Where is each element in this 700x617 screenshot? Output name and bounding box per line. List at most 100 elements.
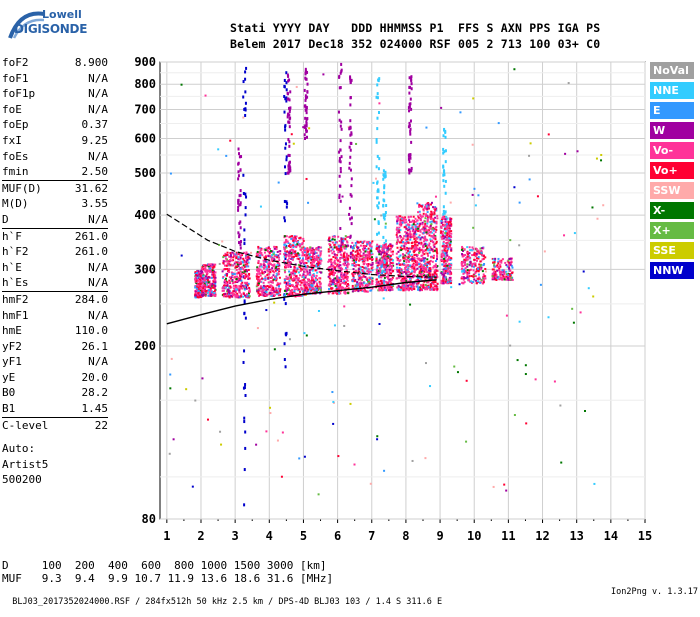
trace-point [504,262,506,264]
trace-point [408,289,410,291]
trace-point [244,266,246,268]
trace-point [225,282,227,284]
trace-point [357,247,359,249]
trace-point [292,259,294,261]
trace-point [316,289,318,291]
scatter-point [291,133,293,135]
trace-point [379,269,381,271]
trace-point [318,277,320,279]
trace-column-point [377,196,379,199]
trace-point [340,249,342,251]
trace-point [359,284,361,286]
trace-point [236,261,238,263]
trace-point [423,213,425,215]
trace-point [363,290,365,292]
trace-column-point [244,431,246,434]
trace-point [273,259,275,261]
trace-point [376,278,378,280]
trace-point [299,280,301,282]
trace-point [258,271,260,273]
trace-point [477,250,479,252]
trace-column-point [289,117,291,120]
trace-point [445,257,447,259]
trace-point [260,285,262,287]
trace-point [210,263,212,265]
trace-column-point [349,162,351,165]
y-tick-label: 200 [134,339,156,353]
trace-point [402,238,404,240]
trace-point [436,250,438,252]
trace-point [418,252,420,254]
trace-point [341,268,343,270]
trace-point [340,254,342,256]
trace-column-point [306,91,308,94]
trace-point [427,255,429,257]
trace-column-point [244,386,246,389]
x-tick-label: 2 [197,529,204,543]
trace-point [296,240,298,242]
trace-point [398,256,400,258]
trace-column-point [383,186,385,189]
trace-point [389,249,391,251]
trace-column-point [409,153,411,156]
trace-point [412,230,414,232]
trace-point [318,287,320,289]
trace-point [224,265,226,267]
trace-column-point [339,227,341,230]
trace-point [275,291,277,293]
trace-point [461,253,463,255]
trace-point [399,264,401,266]
trace-point [386,253,388,255]
trace-point [244,289,246,291]
trace-column-point [240,194,242,197]
trace-point [389,264,391,266]
trace-point [313,265,315,267]
trace-point [344,238,346,240]
trace-column-point [306,106,308,109]
trace-point [426,263,428,265]
trace-point [461,270,463,272]
trace-point [295,271,297,273]
trace-point [260,275,262,277]
trace-point [406,269,408,271]
trace-point [423,250,425,252]
trace-point [318,246,320,248]
scatter-point [221,240,223,242]
scatter-point [450,202,452,204]
trace-point [293,274,295,276]
trace-point [436,252,438,254]
trace-column-point [341,128,343,131]
trace-point [257,246,259,248]
trace-point [302,242,304,244]
trace-point [312,278,314,280]
trace-point [313,253,315,255]
trace-point [341,275,343,277]
trace-point [318,260,320,262]
trace-point [291,255,293,257]
trace-column-point [377,188,379,191]
scatter-point [332,423,334,425]
trace-point [502,269,504,271]
trace-point [447,230,449,232]
trace-point [231,276,233,278]
trace-column-point [445,180,447,183]
trace-point [222,276,224,278]
trace-point [494,274,496,276]
trace-point [317,264,319,266]
trace-point [309,271,311,273]
trace-point [305,275,307,277]
trace-point [375,284,377,286]
trace-column-point [384,171,386,174]
trace-point [418,204,420,206]
trace-point [430,284,432,286]
trace-point [434,270,436,272]
trace-point [288,251,290,253]
trace-point [368,281,370,283]
trace-point [229,252,231,254]
trace-point [226,268,228,270]
trace-point [285,265,287,267]
scatter-point [169,374,171,376]
trace-column-point [339,175,341,178]
trace-point [404,267,406,269]
trace-point [405,221,407,223]
